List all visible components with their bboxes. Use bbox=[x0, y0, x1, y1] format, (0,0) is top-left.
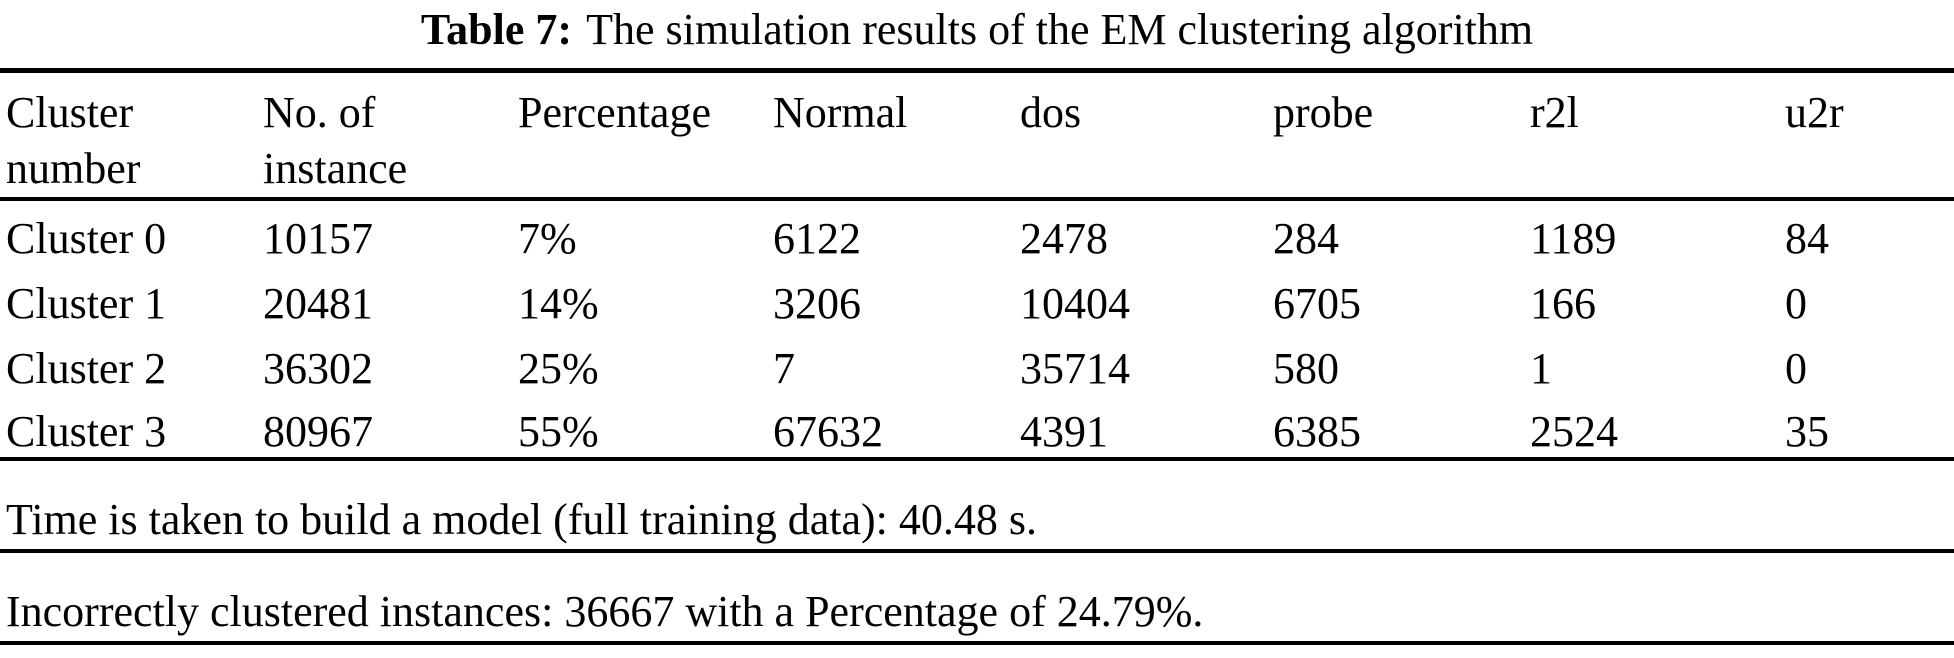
cell-no-of-instance: 80967 bbox=[263, 406, 373, 456]
cell-dos: 2478 bbox=[1020, 213, 1108, 263]
column-header-normal: Normal bbox=[773, 88, 908, 137]
cell-percentage: 7% bbox=[518, 213, 577, 263]
cell-normal: 7 bbox=[773, 343, 795, 393]
table-caption: Table 7: The simulation results of the EM… bbox=[0, 0, 1954, 68]
cell-cluster-label: Cluster 1 bbox=[6, 278, 167, 328]
column-header-r2l: r2l bbox=[1530, 88, 1579, 137]
cell-cluster-label: Cluster 3 bbox=[6, 406, 167, 456]
cell-percentage: 55% bbox=[518, 406, 599, 456]
cell-u2r: 84 bbox=[1785, 213, 1829, 263]
cell-no-of-instance: 36302 bbox=[263, 343, 373, 393]
cell-no-of-instance: 10157 bbox=[263, 213, 373, 263]
cell-probe: 580 bbox=[1273, 343, 1339, 393]
column-header-u2r: u2r bbox=[1785, 88, 1844, 137]
column-header-cluster-number: Cluster number bbox=[6, 88, 141, 193]
table-row-cluster-0: Cluster 0 10157 7% 6122 2478 284 1189 84 bbox=[0, 199, 1954, 264]
cell-probe: 6385 bbox=[1273, 406, 1361, 456]
em-clustering-results-table: Cluster number No. of instance Percentag… bbox=[0, 68, 1954, 645]
cell-normal: 6122 bbox=[773, 213, 861, 263]
table-header-row: Cluster number No. of instance Percentag… bbox=[0, 71, 1954, 199]
column-header-no-of-instance: No. of instance bbox=[263, 88, 408, 193]
cell-u2r: 0 bbox=[1785, 278, 1807, 328]
column-header-percentage: Percentage bbox=[518, 88, 711, 137]
cell-dos: 4391 bbox=[1020, 406, 1108, 456]
cell-r2l: 1 bbox=[1530, 343, 1552, 393]
note-incorrectly-clustered: Incorrectly clustered instances: 36667 w… bbox=[6, 586, 1204, 636]
cell-percentage: 25% bbox=[518, 343, 599, 393]
table-note-row-build-time: Time is taken to build a model (full tra… bbox=[0, 459, 1954, 551]
column-header-dos: dos bbox=[1020, 88, 1082, 137]
cell-normal: 3206 bbox=[773, 278, 861, 328]
cell-no-of-instance: 20481 bbox=[263, 278, 373, 328]
cell-dos: 10404 bbox=[1020, 278, 1130, 328]
table-row-cluster-2: Cluster 2 36302 25% 7 35714 580 1 0 bbox=[0, 329, 1954, 394]
column-header-probe: probe bbox=[1273, 88, 1374, 137]
table-caption-label: Table 7: bbox=[420, 5, 573, 54]
cell-cluster-label: Cluster 0 bbox=[6, 213, 167, 263]
cell-u2r: 35 bbox=[1785, 406, 1829, 456]
cell-percentage: 14% bbox=[518, 278, 599, 328]
cell-probe: 284 bbox=[1273, 213, 1339, 263]
table-row-cluster-1: Cluster 1 20481 14% 3206 10404 6705 166 … bbox=[0, 264, 1954, 329]
cell-dos: 35714 bbox=[1020, 343, 1130, 393]
cell-probe: 6705 bbox=[1273, 278, 1361, 328]
cell-normal: 67632 bbox=[773, 406, 883, 456]
table-caption-text: The simulation results of the EM cluster… bbox=[586, 5, 1534, 54]
cell-u2r: 0 bbox=[1785, 343, 1807, 393]
note-build-time: Time is taken to build a model (full tra… bbox=[6, 494, 1038, 544]
cell-r2l: 166 bbox=[1530, 278, 1596, 328]
cell-cluster-label: Cluster 2 bbox=[6, 343, 167, 393]
cell-r2l: 2524 bbox=[1530, 406, 1618, 456]
table-row-cluster-3: Cluster 3 80967 55% 67632 4391 6385 2524… bbox=[0, 394, 1954, 459]
table-note-row-incorrectly-clustered: Incorrectly clustered instances: 36667 w… bbox=[0, 551, 1954, 643]
cell-r2l: 1189 bbox=[1530, 213, 1617, 263]
